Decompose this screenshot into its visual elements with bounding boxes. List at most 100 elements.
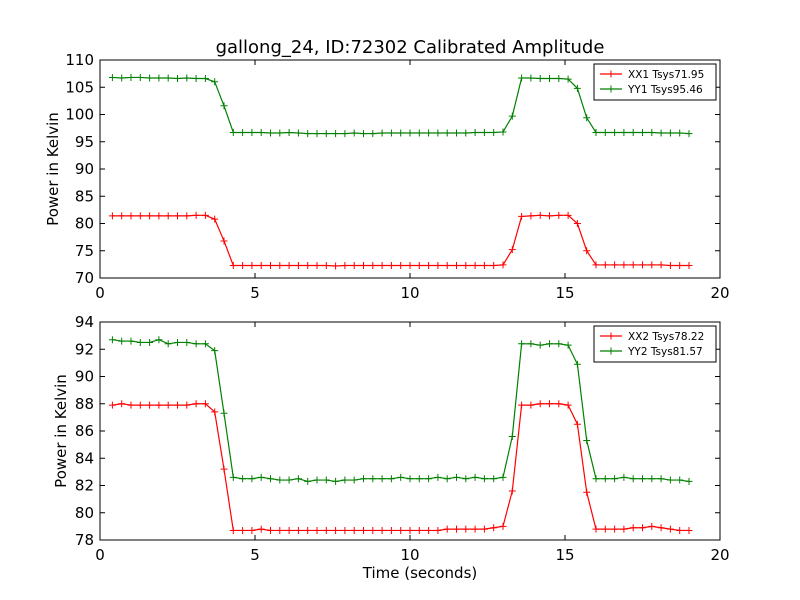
x-tick-label: 20	[710, 284, 729, 302]
data-point	[685, 526, 693, 534]
data-point	[639, 475, 646, 483]
data-point	[490, 261, 498, 269]
data-point	[425, 475, 433, 483]
data-point	[490, 128, 498, 136]
data-point	[369, 475, 377, 483]
data-point	[220, 465, 228, 473]
data-point	[555, 400, 563, 408]
data-point	[611, 128, 619, 136]
data-point	[425, 526, 433, 534]
data-point	[462, 475, 470, 483]
data-point	[527, 401, 535, 409]
legend-box	[593, 325, 717, 363]
legend-entry-2: YY2 Tsys81.57	[627, 346, 703, 358]
data-point	[564, 211, 572, 219]
data-point	[508, 432, 516, 440]
data-point	[471, 525, 479, 533]
data-point	[397, 473, 405, 481]
data-point	[136, 212, 144, 220]
data-point	[443, 475, 451, 483]
data-point	[443, 525, 451, 533]
data-point	[620, 128, 628, 136]
data-point	[211, 347, 219, 355]
y-tick-label: 80	[75, 504, 94, 522]
data-point	[648, 261, 656, 269]
data-point	[276, 476, 284, 484]
data-point	[676, 526, 684, 534]
y-tick-label: 100	[65, 106, 94, 124]
data-point	[657, 524, 665, 532]
data-point	[304, 526, 312, 534]
data-point	[620, 473, 628, 481]
data-point	[592, 128, 600, 136]
data-point	[666, 129, 674, 137]
y-tick-label: 85	[75, 187, 94, 205]
data-point	[192, 400, 200, 408]
data-point	[229, 128, 237, 136]
data-point	[601, 128, 609, 136]
data-point	[601, 525, 609, 533]
data-point	[434, 129, 442, 137]
data-point	[285, 128, 293, 136]
data-point	[322, 261, 330, 269]
data-point	[136, 401, 144, 409]
data-point	[462, 261, 470, 269]
data-point	[397, 129, 405, 137]
data-point	[620, 525, 628, 533]
data-point	[192, 340, 200, 348]
data-point	[536, 400, 544, 408]
data-point	[601, 475, 609, 483]
data-point	[462, 525, 470, 533]
data-point	[369, 261, 377, 269]
data-point	[583, 247, 591, 255]
data-point	[480, 261, 488, 269]
legend-marker	[607, 347, 615, 355]
data-point	[155, 74, 163, 82]
data-point	[294, 129, 302, 137]
data-point	[387, 475, 395, 483]
x-tick-label: 10	[400, 284, 419, 302]
data-point	[611, 261, 619, 269]
data-point	[136, 338, 144, 346]
data-point	[462, 129, 470, 137]
data-point	[220, 102, 228, 110]
data-point	[425, 129, 433, 137]
data-point	[341, 261, 349, 269]
data-point	[118, 400, 126, 408]
top-panel: 0 5 10 15 20 70 75 80 85 90 95 100 105 110 Power in Ke…	[44, 51, 730, 302]
data-point	[322, 526, 330, 534]
data-point	[220, 237, 228, 245]
data-point	[155, 401, 163, 409]
x-tick-label: 10	[400, 546, 419, 564]
data-point	[685, 130, 693, 138]
data-point	[620, 261, 628, 269]
data-point	[155, 336, 163, 344]
data-point	[583, 437, 591, 445]
data-point	[108, 336, 116, 344]
data-point	[573, 84, 581, 92]
data-point	[629, 524, 637, 532]
data-point	[378, 526, 386, 534]
data-point	[369, 526, 377, 534]
data-point	[174, 75, 181, 83]
data-point	[118, 337, 126, 345]
data-point	[108, 73, 116, 81]
data-point	[164, 340, 172, 348]
data-point	[332, 526, 340, 534]
data-point	[248, 261, 256, 269]
x-tick-label: 0	[95, 546, 105, 564]
y-tick-label: 86	[75, 422, 94, 440]
data-point	[564, 401, 572, 409]
y-tick-label: 105	[65, 78, 94, 96]
data-point	[211, 78, 219, 86]
data-point	[573, 420, 581, 428]
data-point	[508, 112, 516, 120]
data-point	[406, 129, 414, 137]
data-point	[499, 522, 507, 530]
data-point	[573, 220, 581, 227]
x-tick-label: 0	[95, 284, 105, 302]
data-point	[201, 400, 209, 408]
data-point	[313, 130, 321, 138]
data-point	[378, 261, 386, 269]
data-point	[267, 475, 274, 483]
